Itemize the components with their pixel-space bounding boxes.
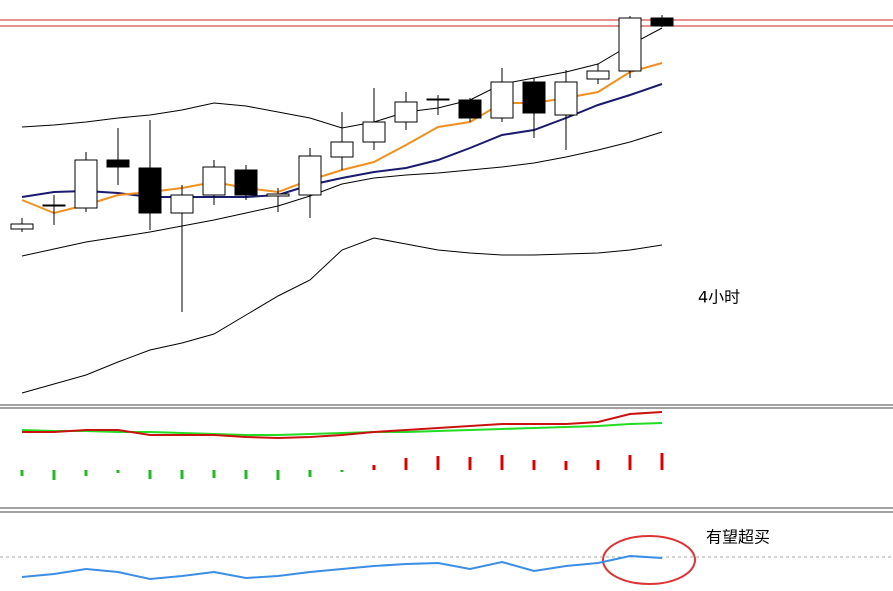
candle-body <box>362 121 386 143</box>
candle-body <box>458 99 482 119</box>
candle-body <box>650 17 674 27</box>
histogram-bar <box>308 470 312 477</box>
indicator-line <box>22 411 663 440</box>
histogram-bar <box>500 455 504 470</box>
histogram-bar <box>244 470 248 479</box>
highlight-circle <box>602 535 696 585</box>
candle-body <box>298 155 322 196</box>
candle-body <box>586 70 610 80</box>
histogram-bar <box>340 470 344 472</box>
candle-body <box>202 166 226 196</box>
histogram-bar <box>404 458 408 470</box>
candle-body <box>394 101 418 123</box>
timeframe-label: 4小时 <box>698 288 740 307</box>
histogram-bar <box>52 470 56 480</box>
histogram-bar <box>276 470 280 480</box>
histogram-bar <box>116 470 120 473</box>
candle-body <box>490 81 514 119</box>
candle-body <box>170 194 194 214</box>
candle-body <box>330 141 354 158</box>
histogram-bar <box>596 460 600 470</box>
histogram-bar <box>660 453 664 470</box>
candle-body <box>266 193 290 197</box>
histogram-bar <box>84 470 88 476</box>
candle-body <box>234 169 258 196</box>
candle-body <box>138 167 162 214</box>
indicator-line <box>21 554 663 581</box>
candle-body <box>554 81 578 116</box>
candle-body <box>106 159 130 168</box>
candle-body <box>426 98 450 101</box>
histogram-bar <box>212 470 216 478</box>
histogram-bar <box>532 460 536 470</box>
indicator-line <box>21 131 663 257</box>
histogram-bar <box>20 470 24 476</box>
histogram-bar <box>468 457 472 470</box>
candle-body <box>618 17 642 72</box>
annotation: 有望超买 <box>706 528 770 547</box>
indicator-line <box>21 237 663 394</box>
candle-body <box>522 81 546 114</box>
candle-body <box>42 204 66 207</box>
histogram-bar <box>628 455 632 470</box>
histogram-bar <box>180 470 184 479</box>
histogram-bar <box>436 456 440 470</box>
candle-body <box>10 223 34 230</box>
candle-body <box>74 159 98 209</box>
histogram-bar <box>372 465 376 470</box>
histogram-bar <box>564 461 568 470</box>
histogram-bar <box>148 470 152 479</box>
